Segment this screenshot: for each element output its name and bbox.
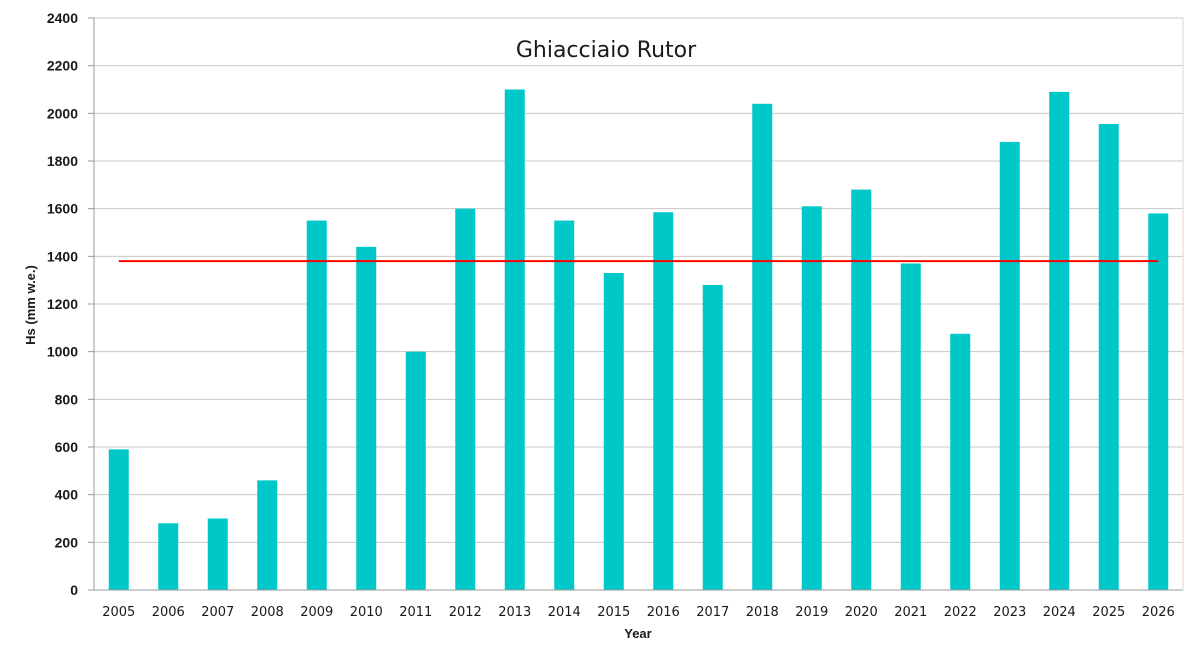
x-tick-label: 2023: [993, 605, 1026, 620]
bar-2008: [257, 480, 278, 590]
x-tick-label: 2022: [944, 605, 977, 620]
y-tick-label: 0: [70, 582, 78, 598]
bar-2005: [108, 449, 129, 590]
chart-title: Ghiacciaio Rutor: [516, 38, 697, 63]
bar-2015: [603, 273, 624, 590]
x-tick-label: 2012: [449, 605, 482, 620]
x-tick-label: 2013: [498, 605, 531, 620]
bar-2021: [900, 263, 921, 590]
bar-2024: [1049, 91, 1070, 590]
x-tick-label: 2025: [1092, 605, 1125, 620]
bar-2014: [554, 220, 575, 591]
x-tick-label: 2021: [894, 605, 927, 620]
y-axis-title: Hs (mm w.e.): [23, 265, 38, 345]
x-tick-label: 2020: [845, 605, 878, 620]
x-tick-label: 2014: [548, 605, 581, 620]
y-tick-label: 2400: [47, 10, 78, 26]
bar-2020: [851, 189, 872, 590]
bar-2011: [405, 351, 426, 590]
x-tick-label: 2018: [746, 605, 779, 620]
x-tick-label: 2026: [1142, 605, 1175, 620]
y-tick-label: 2000: [47, 105, 78, 121]
y-tick-label: 200: [55, 534, 79, 550]
x-tick-label: 2011: [399, 605, 432, 620]
bar-2017: [702, 284, 723, 590]
bar-2026: [1148, 213, 1169, 590]
bar-2007: [207, 518, 228, 590]
x-tick-label: 2016: [647, 605, 680, 620]
y-tick-label: 1800: [47, 153, 78, 169]
x-tick-label: 2009: [300, 605, 333, 620]
bar-2012: [455, 208, 476, 590]
bar-2006: [158, 523, 179, 590]
y-tick-label: 600: [55, 439, 79, 455]
x-tick-label: 2024: [1043, 605, 1076, 620]
bar-2010: [356, 246, 377, 591]
bar-2016: [653, 212, 674, 590]
y-tick-label: 2200: [47, 58, 78, 74]
bar-2019: [801, 206, 822, 591]
x-tick-label: 2017: [696, 605, 729, 620]
bar-2025: [1098, 124, 1119, 590]
y-tick-labels: 0 200 400 600 800 1000 1200 1400 1600 1800 2000 220…: [47, 10, 78, 598]
x-tick-label: 2007: [201, 605, 234, 620]
bars: [108, 89, 1169, 591]
y-tick-label: 800: [55, 391, 79, 407]
x-tick-label: 2005: [102, 605, 135, 620]
bar-2018: [752, 103, 773, 591]
y-tick-label: 1400: [47, 248, 78, 264]
x-tick-label: 2008: [251, 605, 284, 620]
y-tick-label: 1200: [47, 296, 78, 312]
x-tick-labels: 2005 2006 2007 2008 2009 2010 2011 2012 2013 2014…: [102, 605, 1175, 620]
bar-2023: [999, 141, 1020, 590]
y-tick-label: 1000: [47, 344, 78, 360]
y-tick-label: 1600: [47, 201, 78, 217]
bar-2022: [950, 333, 971, 590]
x-tick-label: 2015: [597, 605, 630, 620]
bar-2013: [504, 89, 525, 590]
bar-2009: [306, 220, 327, 591]
axes: [88, 17, 1184, 591]
x-tick-label: 2006: [152, 605, 185, 620]
x-axis-title: Year: [624, 626, 651, 641]
y-tick-label: 400: [55, 487, 79, 503]
x-tick-label: 2010: [350, 605, 383, 620]
x-tick-label: 2019: [795, 605, 828, 620]
